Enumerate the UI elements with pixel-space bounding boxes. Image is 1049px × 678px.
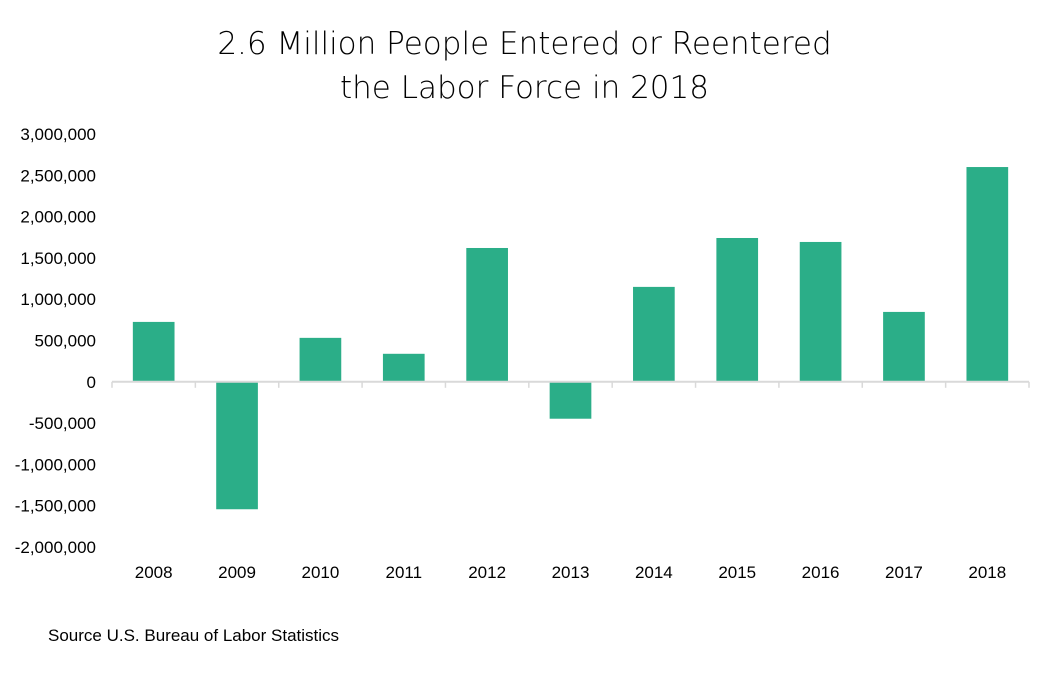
y-tick-label: 1,000,000 [20, 290, 96, 309]
bar-2015 [716, 237, 759, 382]
bar-2016 [799, 241, 842, 382]
bar-2010 [299, 337, 342, 382]
bar-2017 [883, 311, 925, 382]
y-tick-label: 2,000,000 [20, 208, 96, 227]
y-tick-label: 2,500,000 [20, 166, 96, 185]
y-tick-label: -1,000,000 [15, 455, 96, 474]
y-tick-label: 3,000,000 [20, 125, 96, 144]
x-tick-label: 2018 [968, 563, 1006, 582]
x-tick-label: 2010 [301, 563, 339, 582]
x-tick-label: 2017 [885, 563, 923, 582]
bar-2012 [466, 247, 508, 382]
bar-2018 [966, 167, 1009, 382]
bar-2014 [633, 286, 675, 382]
chart-title: 2.6 Million People Entered or Reentered … [0, 22, 1049, 110]
x-tick-label: 2009 [218, 563, 256, 582]
x-tick-label: 2008 [135, 563, 173, 582]
chart-title-line-2: the Labor Force in 2018 [340, 70, 709, 106]
x-tick-label: 2015 [718, 563, 756, 582]
chart-title-line-1: 2.6 Million People Entered or Reentered [217, 26, 832, 62]
y-tick-label: 1,500,000 [20, 249, 96, 268]
y-tick-label: -1,500,000 [15, 497, 96, 516]
x-tick-label: 2014 [635, 563, 673, 582]
bar-2008 [132, 321, 175, 382]
y-tick-label: 500,000 [35, 332, 96, 351]
bar-2013 [549, 381, 592, 419]
x-tick-label: 2013 [552, 563, 590, 582]
x-tick-label: 2012 [468, 563, 506, 582]
bar-2009 [216, 381, 258, 510]
x-tick-label: 2016 [802, 563, 840, 582]
y-tick-label: -500,000 [29, 414, 96, 433]
x-tick-label: 2011 [385, 563, 422, 582]
y-tick-label: -2,000,000 [15, 538, 96, 557]
y-tick-label: 0 [87, 373, 96, 392]
source-note: Source U.S. Bureau of Labor Statistics [48, 626, 340, 645]
bar-2011 [382, 353, 425, 382]
